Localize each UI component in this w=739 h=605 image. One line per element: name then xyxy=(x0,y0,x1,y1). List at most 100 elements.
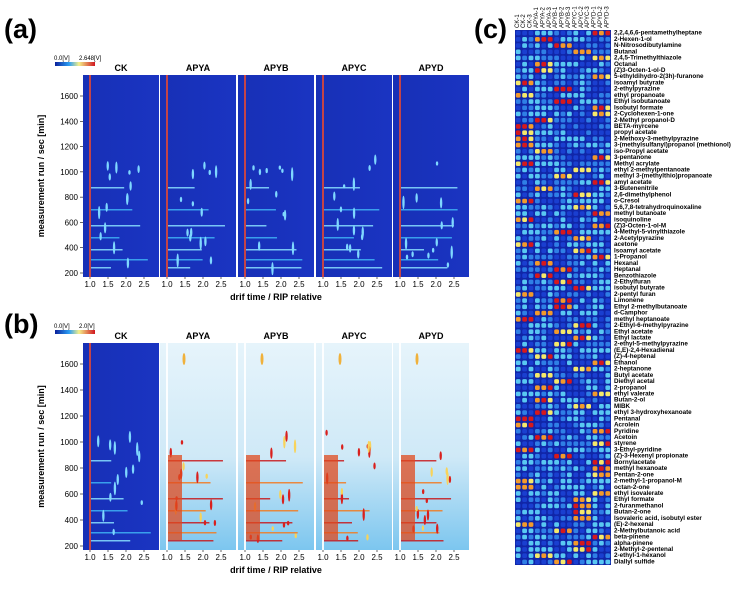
heat-cell xyxy=(560,547,566,552)
heat-cell xyxy=(535,391,540,397)
heat-cell xyxy=(592,323,598,328)
heat-cell xyxy=(579,522,585,527)
heat-cell xyxy=(579,192,585,198)
signal-band xyxy=(401,267,448,269)
rip-line xyxy=(89,343,91,550)
heat-cell xyxy=(605,267,611,272)
heat-cell xyxy=(528,540,534,546)
red-region xyxy=(324,455,338,540)
heat-cell xyxy=(547,509,553,515)
heat-cell xyxy=(567,547,572,552)
compound-label: 2-Hexen-1-ol xyxy=(614,36,652,43)
compound-label: N-Nitrosodibutylamine xyxy=(614,42,682,49)
signal-band xyxy=(401,540,444,542)
heat-cell xyxy=(535,136,540,142)
x-tick-label: 1.0 xyxy=(317,553,329,562)
signal-spot xyxy=(189,227,193,238)
heat-cell xyxy=(567,68,572,73)
heat-cell xyxy=(515,366,521,372)
heat-cell xyxy=(573,472,579,478)
heat-cell xyxy=(592,148,598,154)
heat-cell xyxy=(586,254,591,260)
heat-cell xyxy=(560,167,566,173)
heat-cell xyxy=(573,478,579,484)
heat-cell xyxy=(541,273,547,279)
heat-cell xyxy=(535,397,540,403)
signal-spot xyxy=(128,430,132,443)
signal-spot xyxy=(340,487,344,495)
compound-label: Hexanal xyxy=(614,260,638,267)
x-tick-label: 1.5 xyxy=(102,280,114,289)
heat-cell xyxy=(522,516,527,521)
heat-cell xyxy=(592,192,598,198)
heat-cell xyxy=(522,466,527,471)
heat-cell xyxy=(599,447,604,453)
heat-cell xyxy=(554,105,559,111)
heat-cell xyxy=(579,441,585,447)
signal-spot xyxy=(373,462,376,470)
heat-cell xyxy=(547,379,553,384)
heat-cell xyxy=(547,354,553,359)
heat-cell xyxy=(547,559,553,565)
heat-cell xyxy=(547,192,553,198)
heat-cell xyxy=(515,379,521,384)
x-tick-label: 2.5 xyxy=(215,553,227,562)
heat-cell xyxy=(567,130,572,135)
heat-cell xyxy=(599,528,604,534)
heat-cell xyxy=(573,192,579,198)
heat-cell xyxy=(522,472,527,478)
signal-spot xyxy=(366,534,369,541)
heat-cell xyxy=(560,466,566,471)
heat-cell xyxy=(573,173,579,179)
heat-cell xyxy=(586,229,591,235)
heat-cell xyxy=(522,30,527,36)
heat-cell xyxy=(605,335,611,341)
heat-cell xyxy=(599,155,604,160)
heat-cell xyxy=(573,304,579,310)
heat-cell xyxy=(515,254,521,260)
heat-cell xyxy=(592,497,598,502)
heat-cell xyxy=(573,43,579,48)
heat-cell xyxy=(528,447,534,453)
heat-cell xyxy=(554,304,559,310)
heat-cell xyxy=(522,329,527,335)
heat-cell xyxy=(579,547,585,552)
heat-cell xyxy=(592,236,598,241)
heat-cell xyxy=(605,254,611,260)
heat-cell xyxy=(573,404,579,409)
compound-label: octan-2-one xyxy=(614,484,650,491)
heat-cell xyxy=(605,167,611,173)
sample-label: APYB-3 xyxy=(566,6,572,28)
heat-cell xyxy=(586,348,591,353)
heat-cell xyxy=(560,441,566,447)
heat-cell xyxy=(560,366,566,372)
signal-band xyxy=(168,187,195,189)
y-tick-label: 400 xyxy=(65,244,79,253)
heat-cell xyxy=(528,528,534,534)
heat-cell xyxy=(515,553,521,558)
heat-cell xyxy=(535,453,540,459)
heat-cell xyxy=(547,204,553,210)
heat-cell xyxy=(573,360,579,366)
heat-cell xyxy=(541,329,547,335)
heat-cell xyxy=(599,130,604,135)
heat-cell xyxy=(579,223,585,229)
compound-label: o-Cresol xyxy=(614,198,640,205)
heat-cell xyxy=(586,248,591,254)
heat-cell xyxy=(599,441,604,447)
heat-cell xyxy=(592,267,598,272)
heat-cell xyxy=(579,55,585,61)
compound-label: Pentanal xyxy=(614,415,640,422)
heat-cell xyxy=(535,279,540,285)
heat-cell xyxy=(515,30,521,36)
heat-cell xyxy=(528,211,534,216)
heat-cell xyxy=(535,484,540,490)
heat-cell xyxy=(573,379,579,384)
signal-band xyxy=(168,460,223,462)
compound-label: Butyl acetate xyxy=(614,372,654,379)
heat-cell xyxy=(573,93,579,98)
heat-cell xyxy=(605,229,611,235)
heat-cell xyxy=(560,285,566,291)
heat-cell xyxy=(599,503,604,509)
heat-cell xyxy=(554,428,559,434)
